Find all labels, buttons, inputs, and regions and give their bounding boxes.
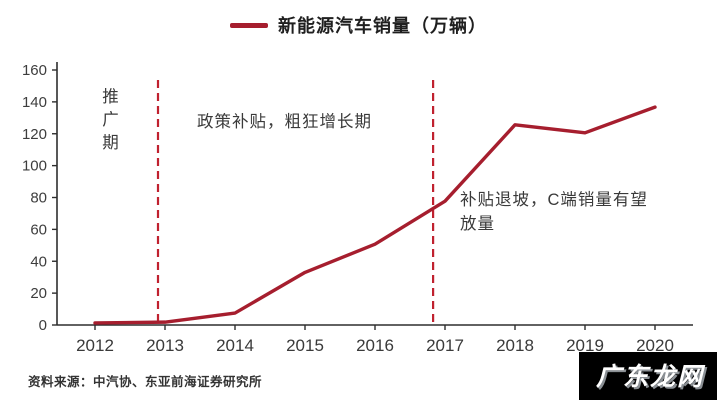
y-tick-label: 160 (22, 62, 47, 79)
y-tick-label: 0 (39, 317, 47, 334)
annotation-promotion-phase: 推广期 (102, 88, 120, 152)
y-tick-label: 40 (30, 253, 47, 270)
watermark-badge: 广东龙网 (579, 352, 717, 400)
annotation-subsidy-decline-phase: 补贴退坡，C端销量有望放量 (460, 191, 648, 233)
x-tick-label: 2014 (216, 336, 254, 355)
y-tick-label: 80 (30, 190, 47, 207)
x-tick-label: 2012 (76, 336, 114, 355)
legend-line-marker (230, 22, 268, 28)
watermark-text: 广东龙网 (595, 363, 704, 391)
x-tick-label: 2015 (286, 336, 324, 355)
sales-data-line (93, 105, 657, 325)
y-tick-label: 140 (22, 94, 47, 111)
x-tick-label: 2018 (496, 336, 534, 355)
annotation-subsidy-growth-phase: 政策补贴，粗狂增长期 (197, 113, 372, 131)
chart-legend: 新能源汽车销量（万辆） (0, 12, 717, 38)
x-tick-label: 2013 (146, 336, 184, 355)
legend-label: 新能源汽车销量（万辆） (278, 16, 487, 36)
x-tick-label: 2017 (426, 336, 464, 355)
y-tick-label: 100 (22, 158, 47, 175)
x-tick-label: 2016 (356, 336, 394, 355)
y-tick-label: 20 (30, 285, 47, 302)
x-tick-label: 2019 (566, 336, 604, 355)
x-tick-label: 2020 (636, 336, 674, 355)
y-tick-label: 120 (22, 126, 47, 143)
data-source-note: 资料来源：中汽协、东亚前海证券研究所 (28, 375, 263, 389)
y-tick-label: 60 (30, 221, 47, 238)
